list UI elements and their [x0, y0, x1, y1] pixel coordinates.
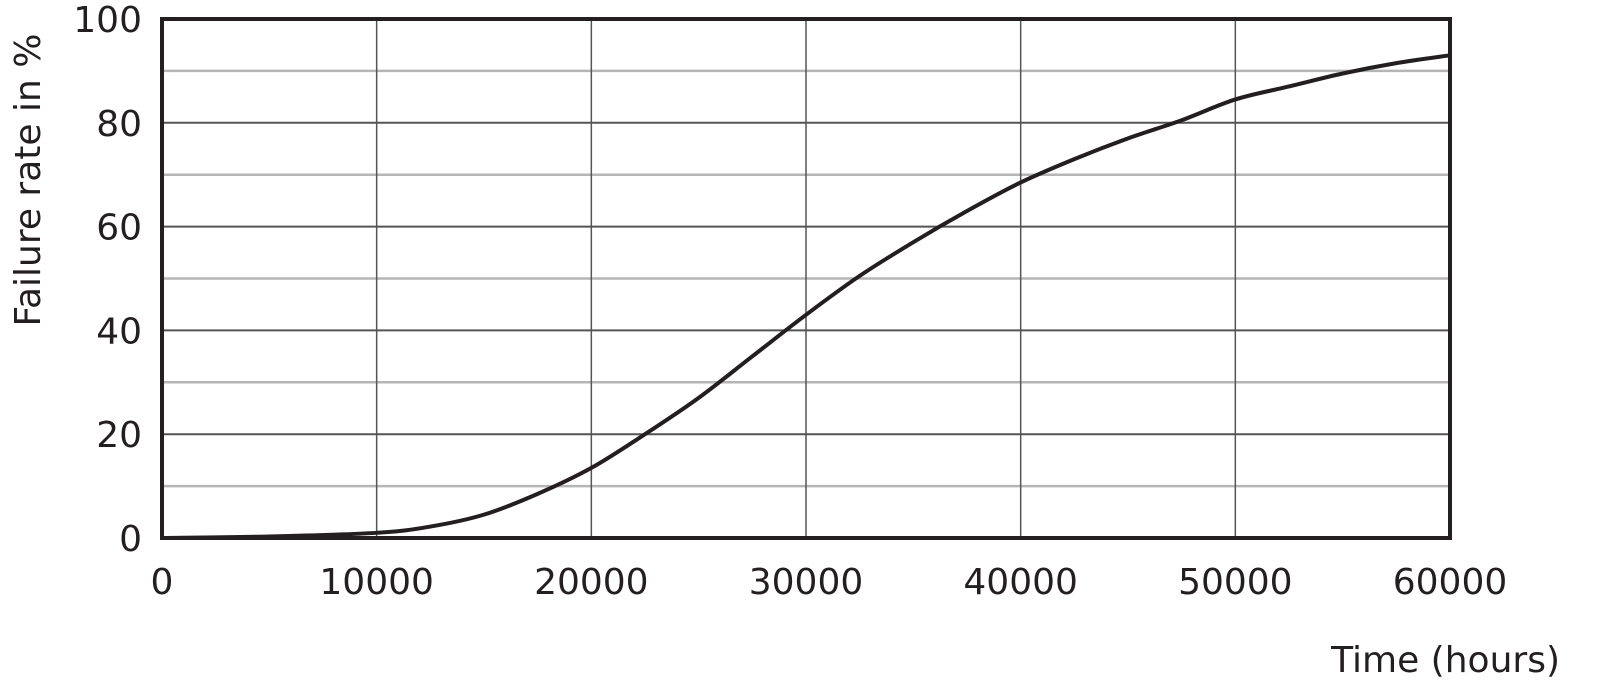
x-tick-label: 50000: [1178, 562, 1293, 603]
x-tick-label: 30000: [749, 562, 864, 603]
y-tick-label: 80: [96, 104, 142, 145]
y-tick-label: 0: [119, 519, 142, 560]
y-tick-label: 100: [73, 0, 142, 41]
plot-frame: [160, 17, 1452, 540]
x-tick-label: 0: [151, 562, 174, 603]
y-tick-label: 20: [96, 415, 142, 456]
x-axis-label: Time (hours): [1330, 640, 1560, 681]
x-tick-label: 20000: [534, 562, 649, 603]
x-tick-label: 10000: [319, 562, 434, 603]
grid: [161, 18, 1451, 539]
tick-labels: 0 20 40 60 80 100 0 10000 20000 30000 40000 50000 60…: [73, 0, 1507, 603]
x-tick-label: 60000: [1393, 562, 1508, 603]
y-tick-label: 60: [96, 208, 142, 249]
x-tick-label: 40000: [963, 562, 1078, 603]
series-line: [161, 53, 1451, 540]
y-axis-label: Failure rate in %: [8, 34, 49, 327]
y-tick-label: 40: [96, 311, 142, 352]
